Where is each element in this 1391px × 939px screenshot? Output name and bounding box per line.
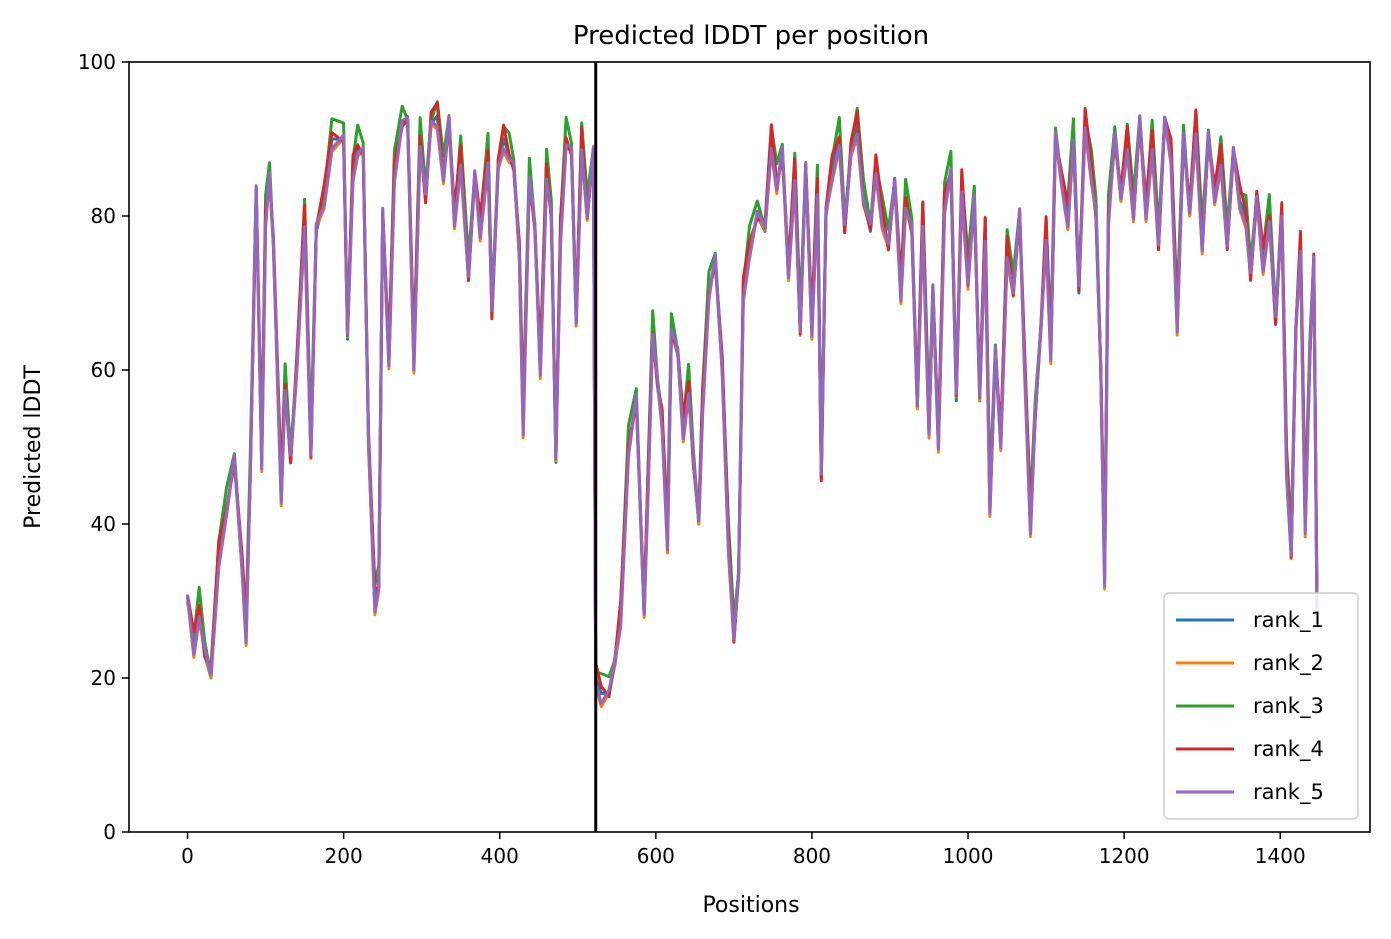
x-axis-label: Positions bbox=[702, 893, 799, 918]
x-tick-label: 400 bbox=[481, 844, 519, 868]
x-tick-label: 1200 bbox=[1099, 844, 1150, 868]
x-tick-label: 1000 bbox=[943, 844, 994, 868]
legend-label: rank_4 bbox=[1253, 737, 1324, 762]
legend-label: rank_2 bbox=[1253, 651, 1324, 676]
legend-label: rank_1 bbox=[1253, 608, 1324, 633]
y-tick-label: 60 bbox=[91, 358, 116, 382]
x-axis-ticks: 0 200 400 600 800 1000 1200 1400 bbox=[181, 832, 1306, 868]
x-tick-label: 200 bbox=[325, 844, 363, 868]
y-axis-ticks: 0 20 40 60 80 100 bbox=[78, 50, 129, 844]
x-tick-label: 1400 bbox=[1255, 844, 1306, 868]
y-tick-label: 100 bbox=[78, 50, 116, 74]
series-line-rank_5 bbox=[186, 114, 1319, 705]
legend-label: rank_5 bbox=[1253, 780, 1324, 805]
x-tick-label: 0 bbox=[181, 844, 194, 868]
chart-title: Predicted lDDT per position bbox=[573, 21, 929, 51]
legend-box bbox=[1163, 592, 1359, 820]
x-tick-label: 800 bbox=[793, 844, 831, 868]
y-axis-label: Predicted lDDT bbox=[21, 365, 46, 529]
plot-frame bbox=[128, 61, 1371, 833]
y-tick-label: 80 bbox=[91, 204, 116, 228]
legend-label: rank_3 bbox=[1253, 694, 1324, 719]
series-lines bbox=[186, 100, 1319, 708]
x-tick-label: 600 bbox=[637, 844, 675, 868]
y-tick-label: 20 bbox=[91, 666, 116, 690]
legend: rank_1 rank_2 rank_3 rank_4 rank_5 bbox=[1163, 592, 1359, 820]
y-tick-label: 0 bbox=[103, 820, 116, 844]
y-tick-label: 40 bbox=[91, 512, 116, 536]
